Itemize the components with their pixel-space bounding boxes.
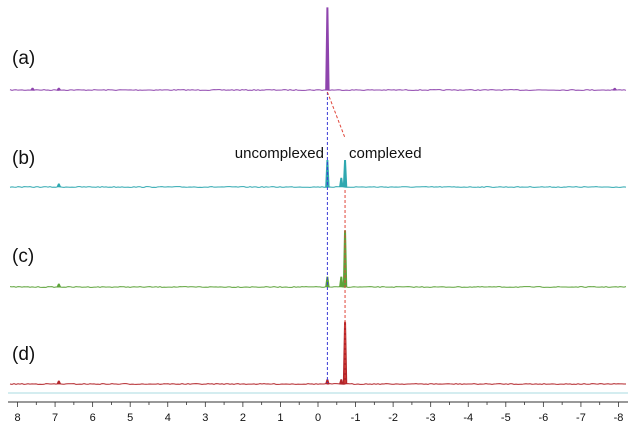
peak-mark (56, 380, 61, 385)
peak-mark (56, 283, 61, 288)
peak-mark (612, 87, 617, 91)
complexed-guide-diagonal (326, 91, 346, 139)
x-tick-label: -8 (614, 412, 624, 424)
peak-mark (30, 87, 35, 91)
annotation-complexed: complexed (349, 145, 422, 162)
panel-label-c: (c) (12, 246, 34, 267)
spectra-layer (9, 7, 627, 385)
x-tick-label: 3 (202, 412, 208, 424)
panel-label-a: (a) (12, 48, 35, 69)
baseline-trace (9, 383, 627, 385)
peak-mark (342, 160, 348, 188)
panel-labels: (a) (b) (c) (d) (12, 48, 35, 365)
x-axis: 8 7 6 5 4 3 2 1 0 -1 -2 -3 -4 -5 -6 -7 -8 (8, 392, 628, 424)
x-tick-label: 2 (240, 412, 246, 424)
baseline-trace (9, 286, 627, 288)
spectrum-a (9, 7, 627, 91)
panel-label-b: (b) (12, 148, 35, 169)
panel-label-d: (d) (12, 344, 35, 365)
x-tick-label: 7 (52, 412, 58, 424)
x-tick-label: 5 (127, 412, 133, 424)
x-tick-label: -4 (463, 412, 473, 424)
x-tick-label: 8 (14, 412, 20, 424)
x-tick-label: 1 (277, 412, 283, 424)
spectrum-c (9, 230, 627, 288)
annotations: uncomplexed complexed (235, 145, 422, 162)
spectrum-b (9, 160, 627, 188)
baseline-trace (9, 89, 627, 91)
peak-mark (339, 379, 344, 385)
peak-mark (325, 7, 330, 91)
x-tick-label: 4 (165, 412, 171, 424)
x-tick-label: 0 (315, 412, 321, 424)
peak-mark (339, 177, 344, 188)
peak-mark (56, 87, 61, 91)
peak-mark (325, 379, 330, 385)
x-tick-label: -2 (388, 412, 398, 424)
peak-mark (339, 276, 344, 288)
x-tick-label: -5 (501, 412, 511, 424)
x-tick-label: -6 (538, 412, 548, 424)
x-tick-label: -1 (351, 412, 361, 424)
annotation-uncomplexed: uncomplexed (235, 145, 324, 162)
spectrum-d (9, 321, 627, 385)
x-tick-label: 6 (90, 412, 96, 424)
peak-mark (56, 183, 61, 188)
x-tick-label: -7 (576, 412, 586, 424)
guides-layer (326, 91, 346, 383)
peak-mark (342, 230, 348, 288)
baseline-trace (9, 186, 627, 188)
x-tick-label: -3 (426, 412, 436, 424)
